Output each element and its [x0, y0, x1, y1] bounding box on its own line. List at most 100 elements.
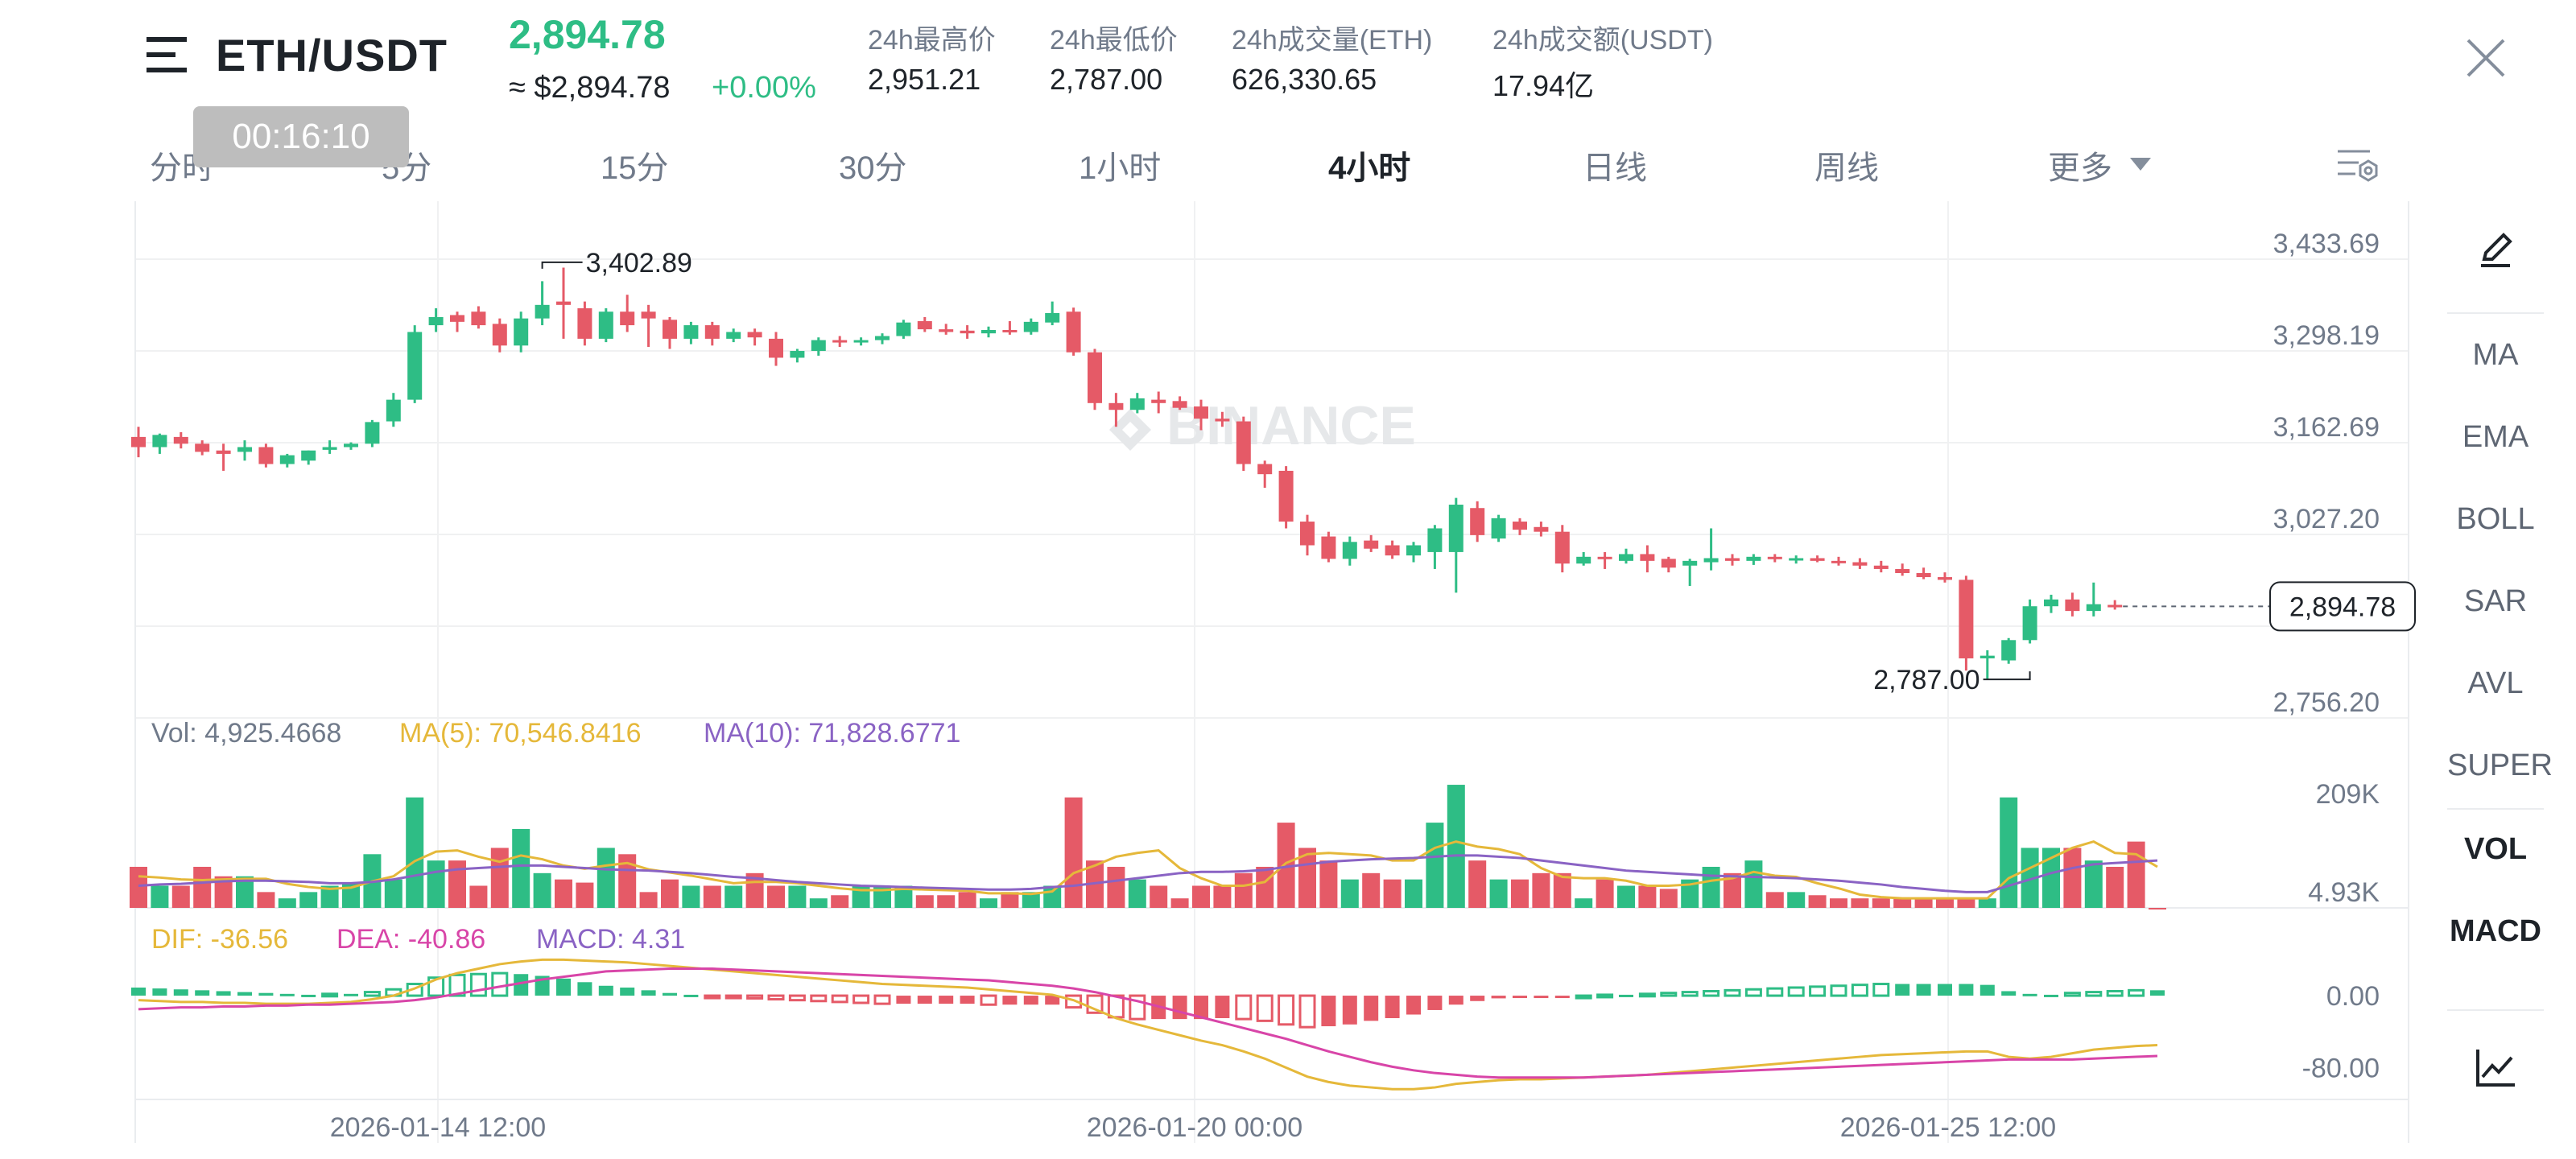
tab-timeframe-1d[interactable]: 日线: [1583, 151, 1647, 186]
macd-bar: [1766, 987, 1784, 997]
macd-bar: [1851, 984, 1868, 997]
candle-body: [1938, 577, 1952, 580]
volume-bar: [1150, 885, 1168, 908]
candle-body: [790, 351, 805, 358]
volume-bar: [1617, 885, 1635, 908]
candle-body: [1895, 568, 1910, 573]
candle-body: [1342, 542, 1357, 559]
vol-legend: Vol: 4,925.4668: [151, 718, 342, 749]
pair-title[interactable]: ETH/USDT: [216, 30, 448, 80]
tab-timeframe-4h[interactable]: 4小时: [1328, 151, 1411, 186]
chart-settings-icon[interactable]: [2334, 143, 2380, 188]
macd-bar: [556, 978, 571, 996]
volume-bar: [2084, 860, 2103, 908]
candle-body: [2022, 606, 2037, 641]
volume-bar: [469, 885, 488, 908]
macd-bar: [1321, 996, 1336, 1027]
volume-bar: [2127, 841, 2145, 908]
macd-bar: [216, 991, 231, 996]
candle-body: [1852, 562, 1868, 566]
candle-body: [747, 332, 762, 338]
macd-bar: [1256, 994, 1274, 1022]
macd-bar: [469, 972, 487, 997]
indicator-ma[interactable]: MA: [2472, 338, 2519, 372]
indicator-boll[interactable]: BOLL: [2456, 502, 2535, 536]
indicator-vol[interactable]: VOL: [2463, 832, 2528, 866]
x-tick-label: 2026-01-25 12:00: [1840, 1112, 2056, 1143]
volume-bars: [130, 785, 2166, 910]
high-marker-line: [541, 261, 583, 269]
volume-bar: [1851, 898, 1869, 908]
tab-timeframe-15m[interactable]: 15分: [601, 151, 669, 186]
dif-line: [138, 958, 2158, 1091]
tab-timeframe-more[interactable]: 更多: [2048, 151, 2112, 186]
candle-body: [641, 311, 656, 319]
volume-bar: [2021, 848, 2039, 908]
macd-bar: [1596, 993, 1614, 999]
volume-bar: [639, 892, 658, 908]
macd-bar: [1298, 994, 1316, 1029]
candle-body: [556, 301, 571, 305]
volume-bar: [1128, 879, 1146, 908]
macd-bar: [1491, 996, 1506, 999]
macd-bar: [1787, 986, 1805, 997]
x-tick-label: 2026-01-20 00:00: [1087, 1112, 1302, 1143]
tab-timeframe-30m[interactable]: 30分: [839, 151, 907, 186]
candle-body: [152, 435, 167, 448]
volume-bar: [703, 885, 721, 908]
indicator-sar[interactable]: SAR: [2463, 584, 2528, 618]
sidebar-divider: [2447, 312, 2544, 314]
candle-body: [577, 308, 592, 339]
tab-timeframe-1h[interactable]: 1小时: [1079, 151, 1162, 186]
volume-bar: [490, 848, 509, 908]
macd-bar: [1194, 996, 1208, 1020]
candle-body: [1278, 470, 1294, 522]
volume-bar: [1659, 889, 1678, 908]
indicator-ema[interactable]: EMA: [2462, 420, 2529, 454]
close-icon[interactable]: [2463, 35, 2508, 80]
indicator-macd[interactable]: MACD: [2450, 914, 2541, 948]
candle-body: [258, 447, 274, 464]
pencil-icon[interactable]: [2473, 227, 2518, 272]
line-chart-icon[interactable]: [2473, 1045, 2518, 1090]
indicator-avl[interactable]: AVL: [2467, 666, 2524, 700]
menu-icon[interactable]: [147, 32, 192, 77]
volume-bar: [193, 866, 212, 908]
volume-bar: [1192, 885, 1210, 908]
volume-bar: [427, 860, 445, 908]
macd-bar: [1364, 996, 1379, 1021]
volume-bar: [130, 866, 147, 908]
macd-bar: [1895, 984, 1910, 996]
macd-bar: [152, 988, 167, 996]
price-tick-label: 3,162.69: [2273, 412, 2380, 443]
candle-body: [386, 399, 401, 422]
candle-body: [1300, 522, 1315, 546]
stat-value-turnover: 17.94亿: [1492, 69, 1595, 102]
volume-tick-label: 209K: [2316, 779, 2380, 810]
low-marker-line: [1983, 671, 2031, 681]
candle-body: [1108, 402, 1124, 410]
candle-body: [428, 316, 444, 326]
volume-bar: [1936, 898, 1954, 908]
macd-bar: [1513, 996, 1527, 999]
candle-body: [2044, 599, 2058, 607]
macd-bar: [641, 990, 656, 996]
macd-bar: [663, 992, 677, 996]
macd-bar: [2063, 992, 2081, 997]
volume-bar: [1170, 898, 1189, 908]
candle-body: [683, 325, 699, 339]
tab-timeframe-1w[interactable]: 周线: [1814, 151, 1879, 186]
binance-logo: [1109, 409, 1151, 451]
macd-bar: [1023, 996, 1038, 1005]
volume-bar: [512, 828, 530, 908]
stat-label-turnover: 24h成交额(USDT): [1492, 25, 1713, 56]
volume-bar: [576, 882, 594, 908]
volume-bar: [1872, 898, 1890, 908]
chevron-down-icon[interactable]: [2130, 158, 2151, 171]
volume-bar: [1575, 898, 1593, 908]
volume-bar: [257, 892, 275, 908]
volume-bar: [384, 879, 402, 908]
indicator-super[interactable]: SUPER: [2447, 749, 2553, 782]
volume-bar: [1957, 898, 1975, 908]
